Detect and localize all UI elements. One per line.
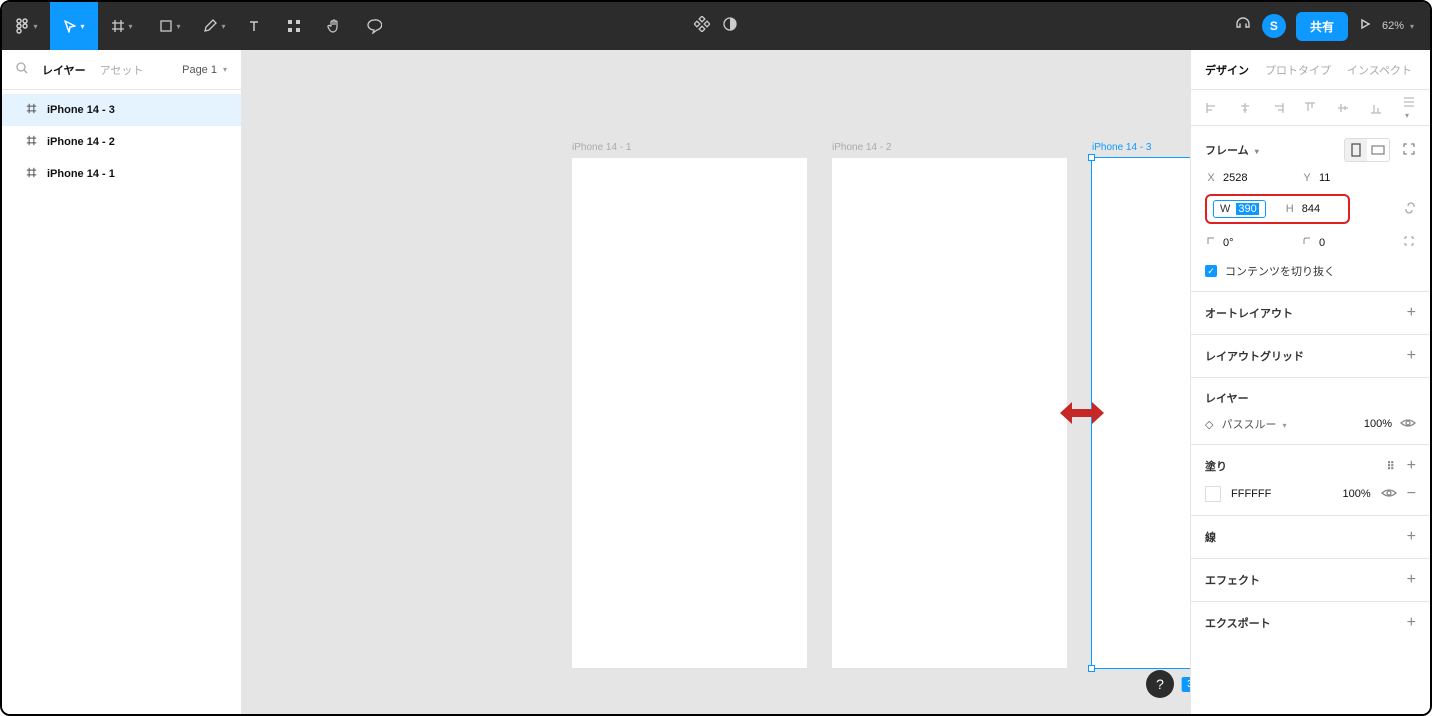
canvas[interactable]: iPhone 14 - 1 iPhone 14 - 2 iPhone 14 - … <box>242 50 1190 714</box>
blend-mode-dropdown[interactable]: パススルー ▾ <box>1221 416 1286 432</box>
layer-name: iPhone 14 - 2 <box>47 136 115 148</box>
move-tool[interactable]: ▾ <box>50 2 98 50</box>
grid-section: レイアウトグリッド+ <box>1191 335 1430 378</box>
artboard-label: iPhone 14 - 1 <box>572 142 632 153</box>
layers-tab[interactable]: レイヤー <box>42 62 86 78</box>
landscape-button[interactable] <box>1367 139 1389 161</box>
align-controls: ▾ <box>1191 90 1430 126</box>
pen-tool[interactable]: ▾ <box>194 2 234 50</box>
add-fill-button[interactable]: + <box>1407 457 1416 475</box>
blend-icon: ◇ <box>1205 418 1213 431</box>
frame-icon <box>26 103 37 117</box>
wh-highlight: W390 H844 <box>1205 194 1350 224</box>
artboard-label: iPhone 14 - 3 <box>1092 142 1152 153</box>
dimension-badge: 390 × 844 <box>1181 677 1190 692</box>
toolbar: ▾ ▾ ▾ ▾ ▾ <box>2 2 1430 50</box>
align-right-icon[interactable] <box>1271 101 1285 115</box>
checkbox-icon: ✓ <box>1205 265 1217 277</box>
resize-arrow-left <box>1060 400 1104 426</box>
audio-icon[interactable] <box>1234 15 1252 38</box>
add-autolayout-button[interactable]: + <box>1407 304 1416 322</box>
selection-handle[interactable] <box>1088 154 1095 161</box>
y-field[interactable]: Y11 <box>1301 172 1359 184</box>
corner-expand-icon[interactable] <box>1402 234 1416 251</box>
width-input[interactable]: W390 <box>1213 200 1266 218</box>
fill-style-icon[interactable]: ⠿ <box>1387 460 1397 473</box>
remove-fill-button[interactable]: − <box>1407 485 1416 503</box>
distribute-icon[interactable]: ▾ <box>1402 95 1416 121</box>
help-button[interactable]: ? <box>1146 670 1174 698</box>
fill-section: 塗り ⠿ + FFFFFF 100% − <box>1191 445 1430 516</box>
align-vcenter-icon[interactable] <box>1336 101 1350 115</box>
inspect-tab[interactable]: インスペクト <box>1347 62 1412 78</box>
visibility-icon[interactable] <box>1400 417 1416 432</box>
add-grid-button[interactable]: + <box>1407 347 1416 365</box>
prototype-tab[interactable]: プロトタイプ <box>1265 62 1331 78</box>
zoom-dropdown[interactable]: 62%▾ <box>1382 20 1414 32</box>
artboard-selected[interactable]: iPhone 14 - 3 390 × 844 <box>1092 158 1190 668</box>
add-effect-button[interactable]: + <box>1407 571 1416 589</box>
left-panel: レイヤー アセット Page 1▾ iPhone 14 - 3 iPhone 1… <box>2 50 242 714</box>
layer-section: レイヤー ◇ パススルー ▾ 100% <box>1191 378 1430 445</box>
stroke-section: 線+ <box>1191 516 1430 559</box>
portrait-button[interactable] <box>1345 139 1367 161</box>
corner-field[interactable]: 0 <box>1301 236 1359 249</box>
search-icon[interactable] <box>16 62 28 77</box>
layer-row[interactable]: iPhone 14 - 2 <box>2 126 241 158</box>
align-top-icon[interactable] <box>1303 101 1317 115</box>
comment-tool[interactable] <box>354 2 394 50</box>
text-tool[interactable] <box>234 2 274 50</box>
align-left-icon[interactable] <box>1205 101 1219 115</box>
selection-handle[interactable] <box>1088 665 1095 672</box>
assets-tab[interactable]: アセット <box>100 62 144 78</box>
fit-icon[interactable] <box>1402 142 1416 159</box>
right-panel: デザイン プロトタイプ インスペクト ▾ フレーム ▾ <box>1190 50 1430 714</box>
layer-row[interactable]: iPhone 14 - 3 <box>2 94 241 126</box>
effects-section: エフェクト+ <box>1191 559 1430 602</box>
frame-section: フレーム ▾ X2528 Y11 W390 <box>1191 126 1430 292</box>
frame-tool[interactable]: ▾ <box>98 2 146 50</box>
layer-list: iPhone 14 - 3 iPhone 14 - 2 iPhone 14 - … <box>2 90 241 190</box>
artboard-label: iPhone 14 - 2 <box>832 142 892 153</box>
add-stroke-button[interactable]: + <box>1407 528 1416 546</box>
fill-opacity-field[interactable]: 100% <box>1343 488 1371 500</box>
figma-menu[interactable]: ▾ <box>2 2 50 50</box>
align-hcenter-icon[interactable] <box>1238 101 1252 115</box>
link-dimensions-icon[interactable] <box>1404 200 1416 219</box>
export-section: エクスポート+ <box>1191 602 1430 644</box>
align-bottom-icon[interactable] <box>1369 101 1383 115</box>
opacity-field[interactable]: 100% <box>1364 418 1392 430</box>
add-export-button[interactable]: + <box>1407 614 1416 632</box>
fill-visibility-icon[interactable] <box>1381 487 1397 502</box>
autolayout-section: オートレイアウト+ <box>1191 292 1430 335</box>
clip-content-checkbox[interactable]: ✓ コンテンツを切り抜く <box>1205 263 1416 279</box>
mask-icon[interactable] <box>722 16 738 37</box>
x-field[interactable]: X2528 <box>1205 172 1263 184</box>
present-icon[interactable] <box>1358 17 1372 36</box>
page-selector[interactable]: Page 1▾ <box>182 64 227 76</box>
resources-tool[interactable] <box>274 2 314 50</box>
component-icon[interactable] <box>694 16 710 37</box>
fill-hex-field[interactable]: FFFFFF <box>1231 488 1271 500</box>
fill-swatch[interactable] <box>1205 486 1221 502</box>
frame-icon <box>26 135 37 149</box>
layer-row[interactable]: iPhone 14 - 1 <box>2 158 241 190</box>
layer-name: iPhone 14 - 3 <box>47 104 115 116</box>
frame-icon <box>26 167 37 181</box>
artboard[interactable]: iPhone 14 - 1 <box>572 158 807 668</box>
share-button[interactable]: 共有 <box>1296 12 1348 41</box>
hand-tool[interactable] <box>314 2 354 50</box>
layer-name: iPhone 14 - 1 <box>47 168 115 180</box>
design-tab[interactable]: デザイン <box>1205 62 1249 78</box>
user-avatar[interactable]: S <box>1262 14 1286 38</box>
rotation-field[interactable]: 0° <box>1205 236 1263 249</box>
artboard[interactable]: iPhone 14 - 2 <box>832 158 1067 668</box>
height-field[interactable]: H844 <box>1284 203 1342 215</box>
shape-tool[interactable]: ▾ <box>146 2 194 50</box>
